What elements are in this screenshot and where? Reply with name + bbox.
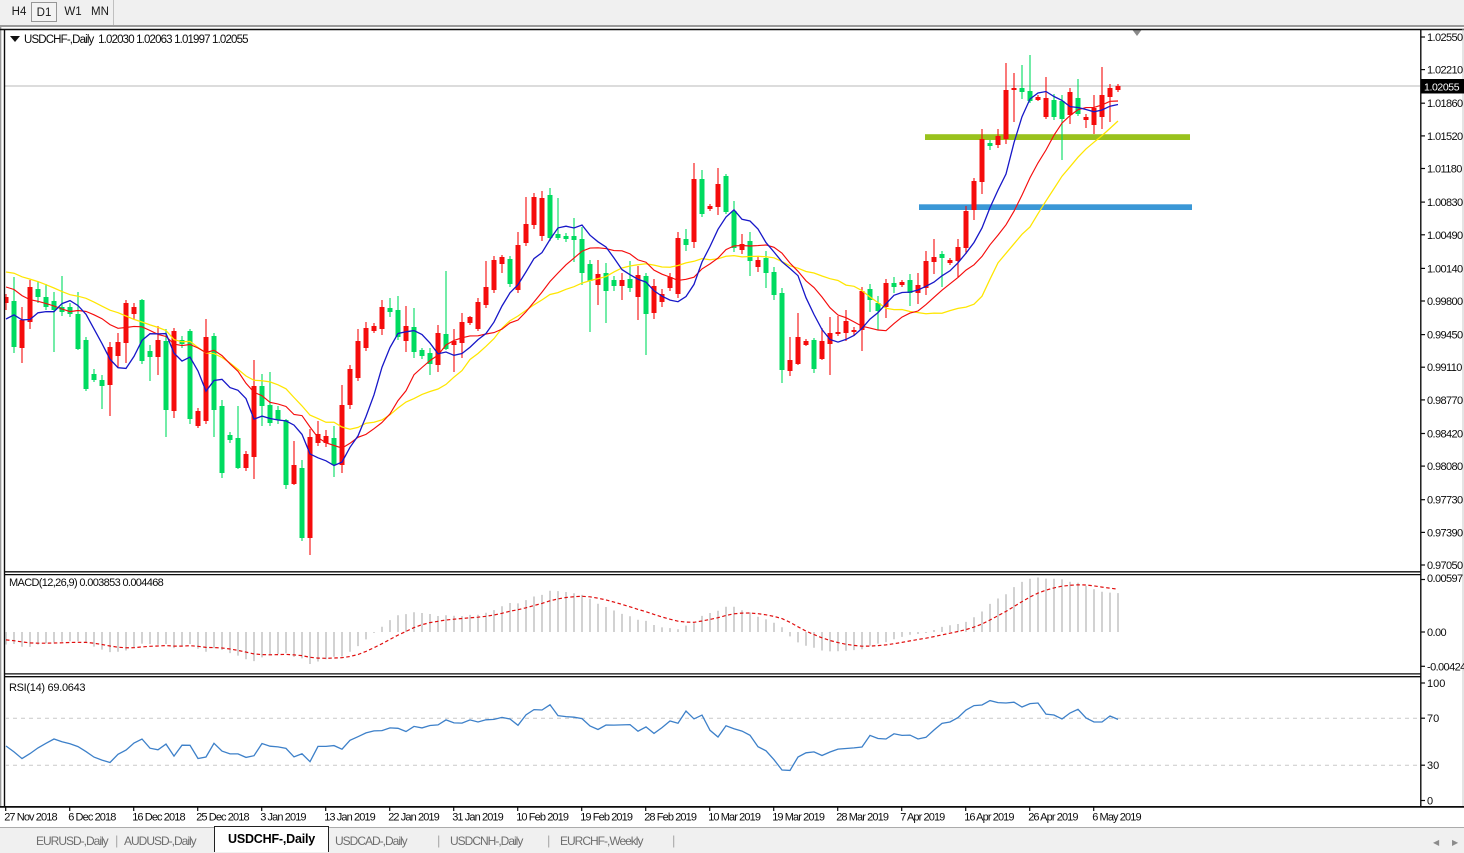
svg-text:31 Jan 2019: 31 Jan 2019 [452,812,503,824]
svg-text:16 Dec 2018: 16 Dec 2018 [132,812,185,824]
svg-text:-0.004243: -0.004243 [1427,661,1464,673]
svg-text:19 Feb 2019: 19 Feb 2019 [580,812,633,824]
svg-text:0.97390: 0.97390 [1427,527,1463,539]
svg-text:RSI(14) 69.0643: RSI(14) 69.0643 [9,682,85,694]
svg-text:0.98420: 0.98420 [1427,429,1463,441]
svg-text:0.97730: 0.97730 [1427,495,1463,507]
svg-text:1.01860: 1.01860 [1427,98,1463,110]
svg-text:1.02055: 1.02055 [1424,82,1460,94]
svg-text:0.98770: 0.98770 [1427,395,1463,407]
svg-text:6 May 2019: 6 May 2019 [1092,812,1141,824]
svg-text:0.00: 0.00 [1427,627,1446,639]
svg-text:10 Mar 2019: 10 Mar 2019 [708,812,761,824]
svg-text:25 Dec 2018: 25 Dec 2018 [196,812,249,824]
svg-text:1.00490: 1.00490 [1427,230,1463,242]
svg-text:30: 30 [1427,760,1439,772]
svg-text:MACD(12,26,9) 0.003853 0.00446: MACD(12,26,9) 0.003853 0.004468 [9,577,164,589]
svg-text:22 Jan 2019: 22 Jan 2019 [388,812,439,824]
svg-text:1.01180: 1.01180 [1427,164,1462,176]
svg-text:1.02550: 1.02550 [1427,32,1463,44]
svg-text:70: 70 [1427,713,1439,725]
svg-text:0.00597: 0.00597 [1427,573,1463,585]
svg-text:1.00830: 1.00830 [1427,197,1463,209]
svg-text:0.99800: 0.99800 [1427,296,1463,308]
svg-text:26 Apr 2019: 26 Apr 2019 [1028,812,1078,824]
svg-text:3 Jan 2019: 3 Jan 2019 [260,812,306,824]
svg-text:1.01520: 1.01520 [1427,131,1463,143]
svg-text:7 Apr 2019: 7 Apr 2019 [900,812,945,824]
svg-text:0.97050: 0.97050 [1427,560,1463,572]
svg-text:28 Feb 2019: 28 Feb 2019 [644,812,697,824]
svg-text:0: 0 [1427,796,1433,808]
svg-text:10 Feb 2019: 10 Feb 2019 [516,812,569,824]
svg-text:19 Mar 2019: 19 Mar 2019 [772,812,825,824]
svg-text:USDCHF-,Daily 1.02030 1.02063: USDCHF-,Daily 1.02030 1.02063 1.01997 1.… [24,34,248,46]
svg-text:100: 100 [1427,678,1445,690]
svg-text:13 Jan 2019: 13 Jan 2019 [324,812,375,824]
svg-text:0.98080: 0.98080 [1427,461,1463,473]
svg-text:0.99450: 0.99450 [1427,330,1463,342]
svg-text:1.02210: 1.02210 [1427,65,1463,77]
svg-text:27 Nov 2018: 27 Nov 2018 [4,812,57,824]
svg-text:16 Apr 2019: 16 Apr 2019 [964,812,1014,824]
svg-text:28 Mar 2019: 28 Mar 2019 [836,812,889,824]
svg-text:0.99110: 0.99110 [1427,362,1462,374]
svg-text:6 Dec 2018: 6 Dec 2018 [68,812,116,824]
svg-text:1.00140: 1.00140 [1427,263,1463,275]
